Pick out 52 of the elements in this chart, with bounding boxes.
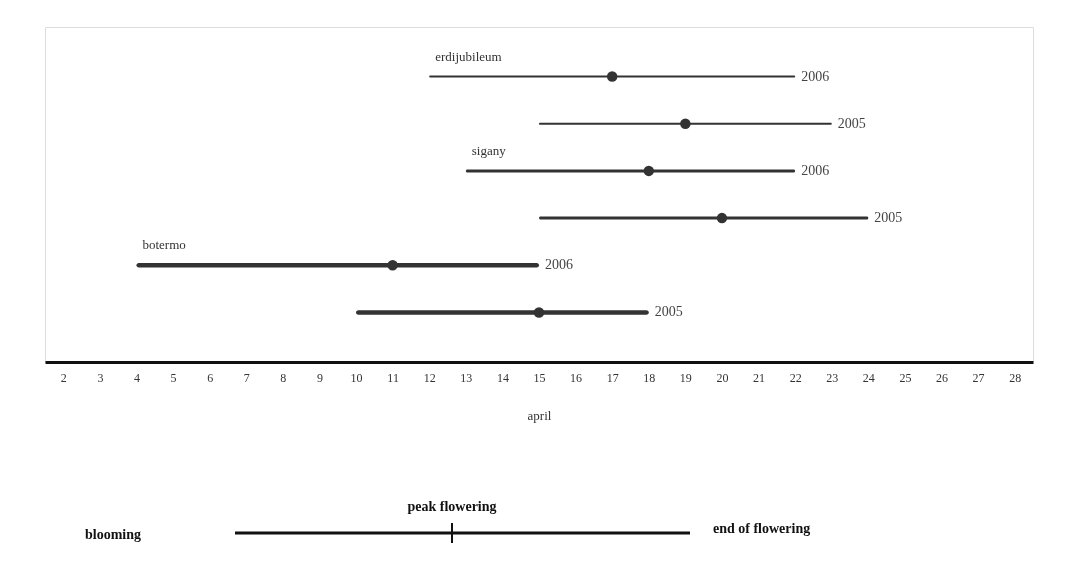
x-tick-label: 28 xyxy=(1009,370,1022,385)
bar xyxy=(539,216,869,220)
x-tick-label: 17 xyxy=(606,370,619,385)
point xyxy=(643,165,655,177)
x-tick-label: 20 xyxy=(716,370,729,385)
x-tick-label: 11 xyxy=(387,370,399,385)
x-tick-label: 22 xyxy=(789,370,802,385)
x-tick-label: 5 xyxy=(170,370,177,385)
x-tick-label: 25 xyxy=(899,370,912,385)
text: blooming xyxy=(85,527,142,542)
point xyxy=(606,71,618,82)
x-tick-label: 6 xyxy=(207,370,214,385)
x-tick-label: 18 xyxy=(643,370,656,385)
series-label: erdijubileum xyxy=(435,48,502,64)
series-label: sigany xyxy=(471,142,507,158)
x-axis-title: april xyxy=(527,407,552,423)
bar xyxy=(356,310,649,315)
x-tick-label: 23 xyxy=(826,370,839,385)
series-label: botermo xyxy=(142,237,186,253)
y-tick-label: 2005 xyxy=(874,210,903,226)
y-tick-label: 2005 xyxy=(654,304,683,320)
x-tick-label: 4 xyxy=(133,370,140,385)
text: end of flowering xyxy=(713,521,811,536)
x-tick-label: 27 xyxy=(972,370,985,385)
bar xyxy=(429,75,796,78)
x-tick-label: 3 xyxy=(97,370,104,385)
x-tick-label: 13 xyxy=(460,370,473,385)
x-tick-label: 15 xyxy=(533,370,546,385)
x-tick-label: 24 xyxy=(862,370,875,385)
y-tick-label: 2005 xyxy=(837,115,866,131)
text: peak flowering xyxy=(407,499,497,514)
x-tick-label: 8 xyxy=(280,370,287,385)
bar xyxy=(539,122,832,125)
x-tick-label: 26 xyxy=(936,370,949,385)
y-tick-label: 2006 xyxy=(545,257,573,273)
point xyxy=(716,212,728,224)
x-tick-label: 12 xyxy=(423,370,436,385)
bar xyxy=(465,169,796,173)
x-tick-label: 14 xyxy=(496,370,509,385)
bar xyxy=(136,263,539,268)
x-tick-label: 2 xyxy=(60,370,67,385)
x-tick-label: 9 xyxy=(316,370,323,385)
x-tick-label: 7 xyxy=(243,370,250,385)
x-tick-label: 16 xyxy=(570,370,583,385)
point xyxy=(387,260,398,271)
point xyxy=(680,118,691,129)
y-tick-label: 2006 xyxy=(801,162,830,178)
y-tick-label: 2006 xyxy=(801,68,830,84)
x-tick-label: 10 xyxy=(350,370,363,385)
x-tick-label: 19 xyxy=(679,370,692,385)
point xyxy=(533,307,545,318)
x-tick-label: 21 xyxy=(753,370,766,385)
